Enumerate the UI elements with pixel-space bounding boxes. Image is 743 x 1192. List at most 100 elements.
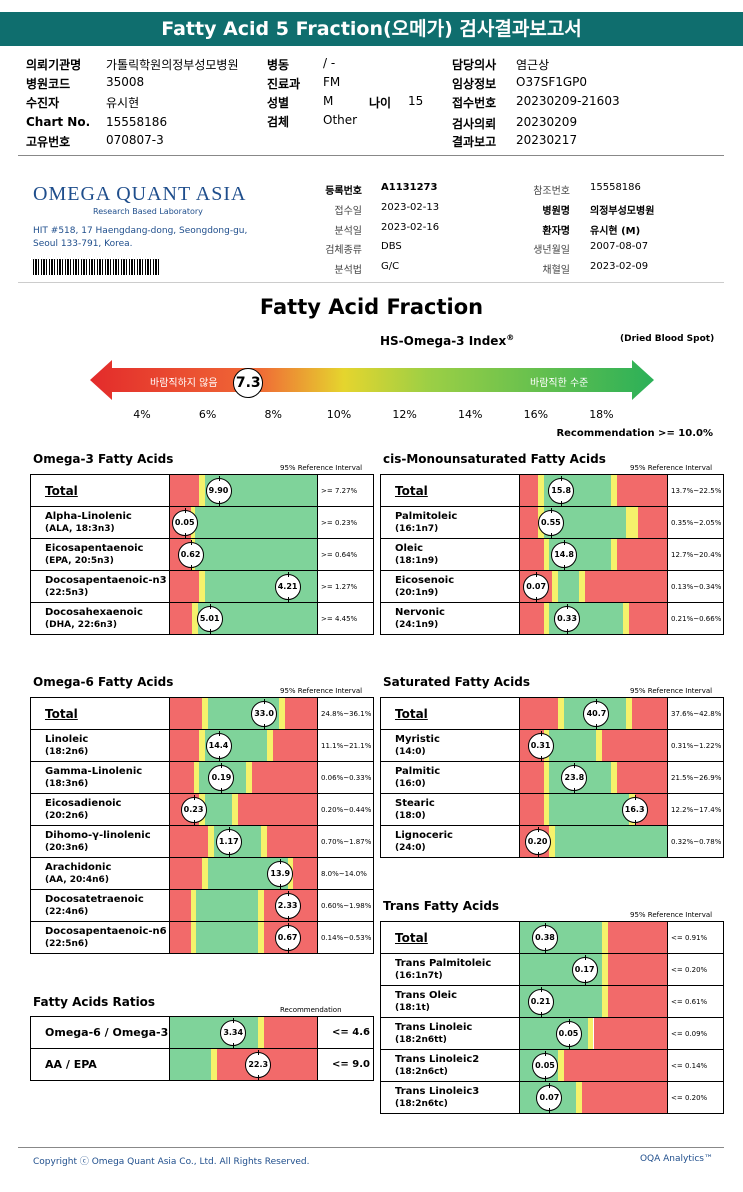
trans-table: Total 0.38 <= 0.91% Trans Palmitoleic (1…	[380, 921, 724, 1114]
footer-brand: OQA Analytics™	[639, 1154, 713, 1164]
table-row: Alpha-Linolenic (ALA, 18:3n3) 0.05 >= 0.…	[30, 506, 374, 539]
bar-zone	[543, 603, 550, 634]
lab-info-key: 검체종류	[325, 245, 362, 256]
fatty-acid-name: Omega-6 / Omega-3	[30, 1016, 170, 1049]
doctor-key: 담당의사	[452, 58, 497, 72]
bar-zone	[625, 507, 638, 538]
bar-zone	[549, 826, 556, 857]
result-marker: 0.67	[274, 922, 301, 953]
result-marker: 0.17	[571, 954, 598, 985]
receipt-key: 접수번호	[452, 96, 497, 110]
bar-zone	[170, 858, 203, 889]
bar-zone	[596, 730, 603, 761]
doctor-val: 염근상	[516, 58, 550, 72]
lab-address-2: Seoul 133-791, Korea.	[33, 239, 133, 249]
result-marker: 0.55	[537, 507, 564, 538]
lab-info-key: 접수일	[334, 206, 362, 217]
table-row: Docosatetraenoic (22:4n6) 2.33 0.60%~1.9…	[30, 889, 374, 922]
ward-key: 병동	[267, 58, 290, 72]
bar-zone	[170, 730, 200, 761]
table-row: Trans Palmitoleic (16:1n7t) 0.17 <= 0.20…	[380, 953, 724, 986]
fatty-acid-label: Docosapentaenoic-n3	[45, 574, 167, 586]
reference-range: 12.7%~20.4%	[667, 538, 724, 571]
report-key: 결과보고	[452, 135, 497, 149]
table-row: Total 9.90 >= 7.27%	[30, 474, 374, 507]
fatty-acid-name: Palmitoleic (16:1n7)	[380, 506, 520, 539]
lab-info-key: 채혈일	[542, 265, 570, 276]
uid-key: 고유번호	[26, 135, 71, 149]
lab-info-value: 의정부성모병원	[590, 206, 655, 217]
fatty-acid-name: Eicosapentaenoic (EPA, 20:5n3)	[30, 538, 170, 571]
bar-zone	[199, 475, 206, 506]
fatty-acid-name: Total	[380, 921, 520, 954]
lab-info-value: 2023-02-09	[590, 261, 649, 272]
reference-range: 0.14%~0.53%	[317, 921, 374, 954]
fatty-acid-name: Total	[380, 474, 520, 507]
lab-info-key: 등록번호	[325, 186, 362, 197]
fatty-acid-code: (20:3n6)	[45, 842, 89, 853]
fatty-acid-label: Palmitic	[395, 765, 441, 777]
result-marker: 0.38	[531, 922, 558, 953]
fatty-acid-code: (14:0)	[395, 746, 426, 757]
reference-range: <= 0.09%	[667, 1017, 724, 1050]
bar-zone	[628, 603, 667, 634]
bar-zone	[564, 1050, 667, 1081]
bar-zone	[543, 539, 550, 570]
fatty-acid-label: AA / EPA	[45, 1057, 97, 1071]
fatty-acid-code: (20:2n6)	[45, 810, 89, 821]
bar-zone	[205, 794, 232, 825]
divider	[18, 282, 724, 283]
fatty-acid-name: Eicosenoic (20:1n9)	[380, 570, 520, 603]
omega6-table: Total 33.0 24.8%~36.1% Linoleic (18:2n6)…	[30, 697, 374, 954]
main-title: Fatty Acid Fraction	[259, 295, 484, 319]
sex-val: M	[323, 94, 334, 108]
bar-zone	[190, 922, 197, 953]
reference-range: <= 9.0	[317, 1048, 374, 1081]
dept-val: FM	[323, 75, 341, 89]
reference-range: 8.0%~14.0%	[317, 857, 374, 890]
reference-range: >= 1.27%	[317, 570, 374, 603]
reference-range: 24.8%~36.1%	[317, 697, 374, 730]
table-row: Oleic (18:1n9) 14.8 12.7%~20.4%	[380, 538, 724, 571]
table-row: Trans Oleic (18:1t) 0.21 <= 0.61%	[380, 985, 724, 1018]
bar-zone	[267, 730, 273, 761]
fatty-acid-name: Total	[30, 474, 170, 507]
result-marker: 14.8	[551, 539, 578, 570]
fatty-acid-code: (24:1n9)	[395, 619, 439, 630]
ref-interval-label: 95% Reference Interval	[280, 464, 363, 472]
fatty-acid-name: Total	[30, 697, 170, 730]
fatty-acid-label: Total	[395, 483, 428, 498]
table-row: Palmitoleic (16:1n7) 0.55 0.35%~2.05%	[380, 506, 724, 539]
fatty-acid-code: (18:0)	[395, 810, 426, 821]
bar-zone	[170, 475, 200, 506]
lab-tagline: Research Based Laboratory	[93, 207, 203, 216]
result-bar: 0.07	[519, 570, 668, 603]
table-row: Trans Linoleic (18:2n6tt) 0.05 <= 0.09%	[380, 1017, 724, 1050]
fatty-acid-name: Trans Oleic (18:1t)	[380, 985, 520, 1018]
bar-zone	[602, 730, 667, 761]
table-row: Eicosapentaenoic (EPA, 20:5n3) 0.62 >= 0…	[30, 538, 374, 571]
result-marker: 23.8	[561, 762, 588, 793]
fatty-acid-label: Nervonic	[395, 606, 445, 618]
bar-zone	[208, 826, 215, 857]
result-marker: 2.33	[274, 890, 301, 921]
lab-info-key: 환자명	[542, 226, 570, 237]
table-row: Trans Linoleic3 (18:2n6tc) 0.07 <= 0.20%	[380, 1081, 724, 1114]
bar-zone	[593, 1018, 667, 1049]
fatty-acid-label: Total	[395, 706, 428, 721]
bar-zone	[258, 922, 265, 953]
bar-zone	[192, 603, 198, 634]
result-bar: 5.01	[169, 602, 318, 635]
bar-zone	[199, 730, 206, 761]
bar-zone	[625, 698, 632, 729]
result-bar: 1.17	[169, 825, 318, 858]
footer-divider	[18, 1147, 724, 1148]
fatty-acid-name: Arachidonic (AA, 20:4n6)	[30, 857, 170, 890]
fatty-acid-code: (18:3n6)	[45, 778, 89, 789]
result-marker: 0.05	[171, 507, 198, 538]
bar-zone	[202, 698, 209, 729]
fatty-acid-label: Trans Linoleic	[395, 1021, 473, 1033]
gauge-tick-label: 4%	[133, 408, 151, 421]
bar-zone	[267, 826, 317, 857]
reference-range: 13.7%~22.5%	[667, 474, 724, 507]
